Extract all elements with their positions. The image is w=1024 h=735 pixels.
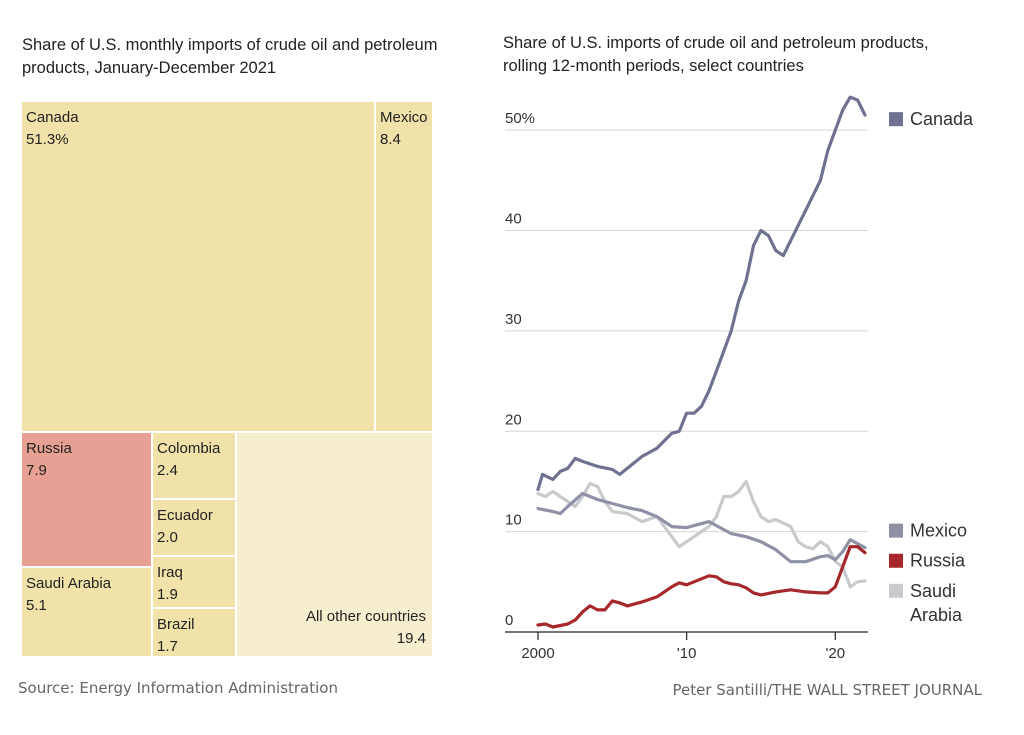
legend-swatch-russia bbox=[889, 553, 903, 568]
x-tick-label: '10 bbox=[677, 645, 697, 662]
treemap-label: Canada bbox=[26, 109, 79, 126]
treemap-value: 19.4 bbox=[396, 630, 426, 647]
treemap-cell-colombia: Colombia 2.4 bbox=[153, 433, 237, 500]
line-chart: 0 10 20 30 40 50% 2000 '10 '20 Canada Mexico Russia… bbox=[505, 95, 974, 662]
series-line-saudi-arabia bbox=[536, 479, 867, 589]
treemap-cell-mexico: Mexico 8.4 bbox=[376, 102, 434, 433]
legend-label: Russia bbox=[910, 551, 966, 571]
treemap-cell-iraq: Iraq 1.9 bbox=[153, 557, 237, 609]
legend-swatch-canada bbox=[889, 112, 903, 127]
treemap-value: 51.3% bbox=[26, 131, 69, 148]
treemap-value: 5.1 bbox=[26, 597, 47, 614]
treemap-label: Russia bbox=[26, 440, 72, 457]
treemap-label: Brazil bbox=[157, 616, 195, 633]
treemap-cell-russia: Russia 7.9 bbox=[22, 433, 153, 568]
treemap-value: 2.4 bbox=[157, 462, 178, 479]
treemap-value: 1.7 bbox=[157, 638, 178, 655]
treemap-label: Ecuador bbox=[157, 507, 213, 524]
treemap-value: 8.4 bbox=[380, 131, 401, 148]
treemap-cell-all-other-countries: All other countries 19.4 bbox=[237, 433, 434, 658]
series-line-canada bbox=[536, 95, 867, 492]
treemap-label: Saudi Arabia bbox=[26, 575, 112, 592]
line-chart-title: Share of U.S. imports of crude oil and p… bbox=[503, 34, 929, 75]
treemap-title: Share of U.S. monthly imports of crude o… bbox=[22, 36, 438, 77]
treemap-value: 2.0 bbox=[157, 529, 178, 546]
series-line-mexico bbox=[536, 491, 867, 564]
legend-swatch-saudi-arabia bbox=[889, 583, 903, 598]
legend-label: Canada bbox=[910, 109, 974, 129]
treemap-cell-canada: Canada 51.3% bbox=[22, 102, 376, 433]
credit-note: Peter Santilli/THE WALL STREET JOURNAL bbox=[672, 681, 982, 699]
x-tick-label: 2000 bbox=[521, 645, 554, 662]
treemap-label: Iraq bbox=[157, 564, 183, 581]
treemap-value: 7.9 bbox=[26, 462, 47, 479]
treemap-value: 1.9 bbox=[157, 586, 178, 603]
treemap-label: Mexico bbox=[380, 109, 428, 126]
y-tick-label: 30 bbox=[505, 311, 522, 328]
legend-label: Arabia bbox=[910, 605, 963, 625]
treemap-cell-saudi-arabia: Saudi Arabia 5.1 bbox=[22, 568, 153, 658]
legend-label: Mexico bbox=[910, 521, 967, 541]
legend-label: Saudi bbox=[910, 581, 956, 601]
y-tick-label: 20 bbox=[505, 411, 522, 428]
treemap-cell-ecuador: Ecuador 2.0 bbox=[153, 500, 237, 557]
y-tick-label: 0 bbox=[505, 612, 513, 629]
y-tick-label: 40 bbox=[505, 211, 522, 228]
source-note: Source: Energy Information Administratio… bbox=[18, 679, 338, 697]
y-tick-label: 10 bbox=[505, 512, 522, 529]
x-tick-label: '20 bbox=[826, 645, 846, 662]
treemap-cell-brazil: Brazil 1.7 bbox=[153, 609, 237, 658]
series-line-russia bbox=[536, 545, 867, 629]
legend-swatch-mexico bbox=[889, 523, 903, 538]
treemap-label: Colombia bbox=[157, 440, 221, 457]
y-tick-label: 50% bbox=[505, 110, 535, 127]
treemap-label: All other countries bbox=[305, 608, 426, 625]
